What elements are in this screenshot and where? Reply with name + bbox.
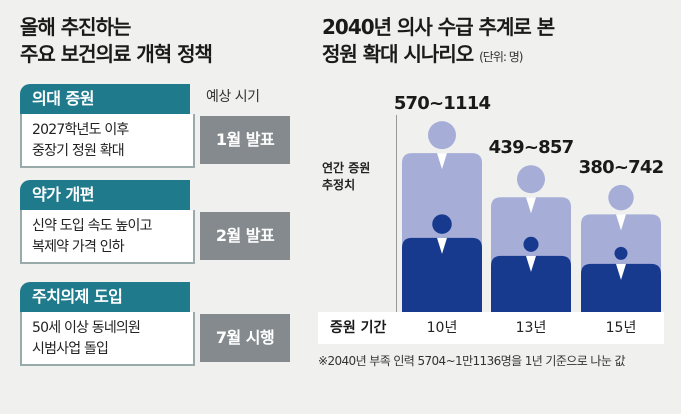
x-axis-band <box>318 312 664 344</box>
left-title-line1: 올해 추진하는 <box>20 15 131 39</box>
policy-category-3: 주치의제 도입 <box>20 282 190 312</box>
bar-lower-13y-collar <box>526 255 536 272</box>
bar-lower-15y-head <box>614 246 628 260</box>
chart-ylabel: 연간 증원 추정치 <box>322 160 370 194</box>
chart-title-line1: 2040년 의사 수급 추계로 본 <box>322 15 555 39</box>
policy-category-2: 약가 개편 <box>20 180 190 210</box>
bar-lower-10y-collar <box>437 237 447 254</box>
bar-lower-13y-body <box>491 255 571 312</box>
plot-divider <box>396 115 397 312</box>
chart-ylabel-line1: 연간 증원 <box>322 161 371 175</box>
policy-category-1: 의대 증원 <box>20 84 190 114</box>
bar-lower-10y-head <box>432 214 452 234</box>
policy-timing-3: 7월 시행 <box>200 314 290 362</box>
policy-description-1-line1: 2027학년도 이후 <box>32 122 129 138</box>
policy-description-2: 신약 도입 속도 높이고 복제약 가격 인하 <box>20 210 195 264</box>
chart-title: 2040년 의사 수급 추계로 본 정원 확대 시나리오 (단위: 명) <box>322 14 555 71</box>
left-title: 올해 추진하는 주요 보건의료 개혁 정책 <box>20 14 213 68</box>
policy-description-3-line1: 50세 이상 동네의원 <box>32 320 141 336</box>
left-title-line2: 주요 보건의료 개혁 정책 <box>20 42 213 66</box>
x-axis-title: 증원 기간 <box>330 320 387 336</box>
chart-title-line2: 정원 확대 시나리오 <box>322 42 474 66</box>
policy-description-1: 2027학년도 이후 중장기 정원 확대 <box>20 114 195 168</box>
x-tick-10y: 10년 <box>426 320 458 336</box>
bar-lower-10y <box>402 214 482 312</box>
policy-timing-1: 1월 발표 <box>200 116 290 164</box>
policy-description-3: 50세 이상 동네의원 시범사업 돌입 <box>20 312 195 366</box>
timing-header: 예상 시기 <box>206 89 260 105</box>
policy-description-2-line2: 복제약 가격 인하 <box>32 239 125 255</box>
bar-lower-13y-head <box>523 236 539 252</box>
bar-lower-13y <box>491 236 571 312</box>
bar-upper-13y-head <box>517 165 545 194</box>
x-tick-13y: 13년 <box>515 320 547 336</box>
range-label-15y: 380~742 <box>578 156 664 178</box>
range-label-10y: 570~1114 <box>393 93 491 115</box>
bar-lower-15y-collar <box>616 263 626 280</box>
bar-upper-15y-collar <box>616 214 626 231</box>
bar-lower-10y-body <box>402 237 482 312</box>
bar-upper-15y-head <box>608 184 634 211</box>
policy-description-3-line2: 시범사업 돌입 <box>32 341 109 357</box>
policy-description-1-line2: 중장기 정원 확대 <box>32 143 125 159</box>
chart-ylabel-line2: 추정치 <box>322 178 356 192</box>
policy-description-2-line1: 신약 도입 속도 높이고 <box>32 218 152 234</box>
chart-unit: (단위: 명) <box>479 50 523 64</box>
bar-lower-15y <box>581 246 661 312</box>
bar-lower-15y-body <box>581 263 661 312</box>
x-tick-15y: 15년 <box>605 320 637 336</box>
bar-upper-10y-head <box>428 121 456 150</box>
range-label-13y: 439~857 <box>488 137 574 159</box>
policy-timing-2: 2월 발표 <box>200 212 290 260</box>
bar-upper-13y-collar <box>526 197 536 214</box>
footnote: ※2040년 부족 인력 5704~1만1136명을 1년 기준으로 나눈 값 <box>318 354 626 368</box>
bar-upper-10y-collar <box>437 153 447 170</box>
